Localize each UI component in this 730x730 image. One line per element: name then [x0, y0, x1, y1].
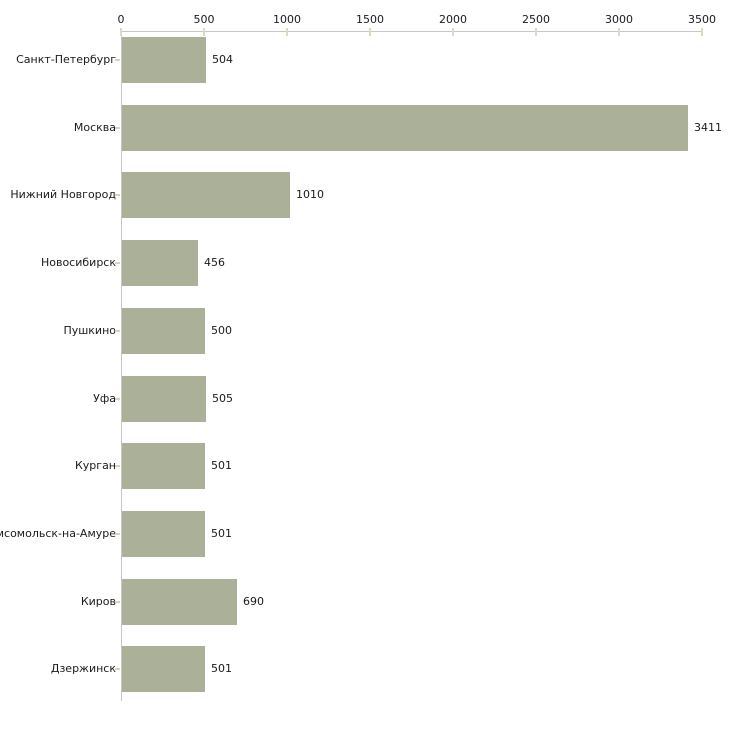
- category-tick: [115, 532, 120, 535]
- bar-value-label: 505: [212, 391, 233, 405]
- x-axis-tick: [120, 28, 122, 36]
- category-tick: [115, 397, 120, 400]
- category-label: Санкт-Петербург: [16, 53, 116, 66]
- category-label: Нижний Новгород: [10, 188, 116, 202]
- category-tick: [115, 262, 120, 265]
- x-axis-line: [121, 31, 703, 32]
- x-axis-tick-label: 1500: [356, 13, 384, 26]
- bar-value-label: 456: [204, 256, 225, 270]
- bar-value-label: 504: [212, 53, 233, 66]
- category-label: Киров: [80, 594, 116, 608]
- x-axis-tick: [618, 28, 620, 36]
- x-axis-tick: [286, 28, 288, 36]
- category-tick: [115, 126, 120, 129]
- category-label: Уфа: [93, 391, 116, 405]
- category-label: Новосибирск: [40, 256, 116, 270]
- bar-value-label: 3411: [694, 120, 722, 134]
- bar: [122, 375, 206, 422]
- bar: [122, 646, 205, 693]
- category-tick: [115, 600, 120, 603]
- x-axis-tick: [535, 28, 537, 36]
- x-axis-tick: [452, 28, 454, 36]
- bar: [122, 240, 198, 287]
- bar: [122, 510, 205, 557]
- category-label: Курган: [74, 459, 116, 473]
- category-tick: [115, 329, 120, 332]
- bar-value-label: 501: [211, 662, 232, 676]
- category-tick: [115, 194, 120, 197]
- x-axis-tick-label: 1000: [273, 13, 301, 26]
- bar: [122, 307, 205, 354]
- bar-value-label: 501: [211, 526, 232, 540]
- category-tick: [115, 59, 120, 61]
- category-label: Пушкино: [63, 323, 116, 337]
- x-axis-tick-label: 0: [117, 13, 125, 26]
- bar: [122, 37, 206, 83]
- category-label: Дзержинск: [50, 662, 116, 676]
- bar: [122, 172, 290, 219]
- x-axis-tick-label: 2000: [439, 13, 467, 26]
- bar: [122, 578, 237, 625]
- category-tick: [115, 465, 120, 468]
- x-axis-tick-label: 500: [193, 13, 215, 26]
- x-axis-tick-label: 3000: [605, 13, 633, 26]
- y-axis-line: [121, 31, 122, 701]
- bar: [122, 443, 205, 490]
- bar-value-label: 500: [211, 323, 232, 337]
- x-axis-tick: [203, 28, 205, 36]
- x-axis-tick: [369, 28, 371, 36]
- category-tick: [115, 668, 120, 671]
- x-axis-tick: [701, 28, 703, 36]
- category-label: Москва: [73, 120, 116, 134]
- x-axis-tick-label: 3500: [688, 13, 716, 26]
- x-axis-tick-label: 2500: [522, 13, 550, 26]
- bar-value-label: 1010: [296, 188, 324, 202]
- category-label: мсомольск-на-Амуре: [0, 526, 116, 540]
- bar: [122, 104, 688, 151]
- bar-value-label: 501: [211, 459, 232, 473]
- bar-value-label: 690: [243, 594, 264, 608]
